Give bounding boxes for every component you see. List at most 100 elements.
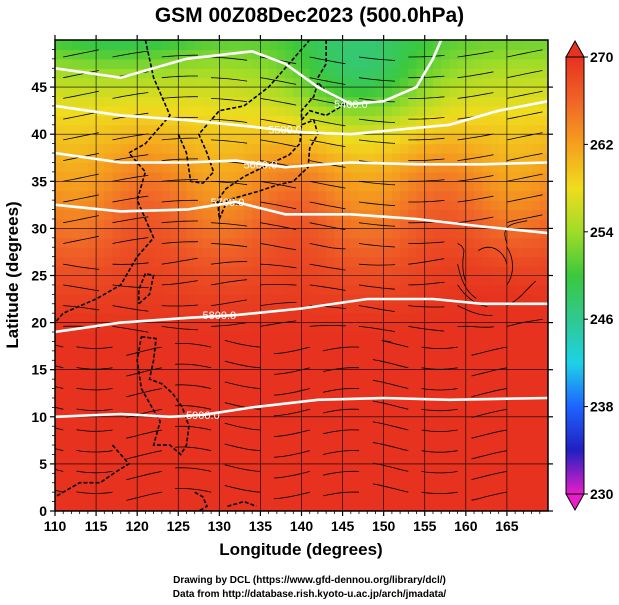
field-cell: [227, 454, 237, 465]
field-cell: [211, 313, 220, 324]
streamline: [274, 491, 310, 500]
x-axis: 110 115 120 125 130 135 140 145 150 155 160 165: [44, 35, 541, 534]
field-cell: [474, 445, 483, 456]
field-cell: [326, 68, 335, 79]
field-cell: [326, 190, 335, 201]
field-cell: [449, 190, 459, 201]
field-cell: [309, 360, 319, 371]
field-cell: [71, 341, 81, 352]
field-cell: [170, 341, 179, 352]
field-cell: [350, 463, 360, 474]
field-cell: [457, 313, 467, 324]
field-cell: [243, 473, 253, 484]
field-cell: [326, 153, 335, 164]
field-cell: [309, 332, 319, 343]
field-cell: [55, 153, 64, 164]
streamline: [457, 92, 494, 99]
field-cell: [285, 134, 294, 145]
field-cell: [104, 416, 114, 427]
field-cell: [128, 341, 138, 352]
field-cell: [326, 218, 335, 229]
field-cell: [194, 58, 204, 69]
field-cell: [120, 124, 130, 135]
field-cell: [506, 275, 516, 286]
field-cell: [441, 303, 450, 314]
field-cell: [285, 454, 294, 465]
field-cell: [186, 200, 196, 211]
field-cell: [137, 143, 146, 154]
field-cell: [317, 322, 327, 333]
streamline: [224, 422, 261, 431]
field-cell: [317, 181, 327, 192]
field-cell: [449, 115, 459, 126]
field-cell: [293, 313, 303, 324]
field-cell: [482, 209, 492, 220]
field-cell: [55, 275, 64, 286]
field-cell: [71, 360, 81, 371]
field-cell: [326, 322, 335, 333]
field-cell: [342, 492, 352, 503]
field-cell: [523, 96, 533, 107]
field-cell: [227, 228, 237, 239]
field-cell: [506, 87, 516, 98]
field-cell: [342, 181, 352, 192]
field-cell: [506, 463, 516, 474]
field-cell: [301, 435, 311, 446]
field-cell: [252, 501, 262, 511]
field-cell: [243, 218, 253, 229]
field-cell: [326, 501, 335, 511]
field-cell: [161, 228, 171, 239]
field-cell: [539, 209, 548, 220]
field-cell: [375, 303, 385, 314]
streamline: [309, 243, 346, 250]
field-cell: [474, 200, 483, 211]
field-cell: [186, 143, 196, 154]
field-cell: [498, 171, 508, 182]
field-cell: [55, 492, 64, 503]
field-cell: [301, 96, 311, 107]
field-cell: [383, 341, 393, 352]
field-cell: [243, 134, 253, 145]
field-cell: [539, 322, 548, 333]
streamline: [55, 386, 64, 389]
field-cell: [235, 68, 245, 79]
field-cell: [441, 407, 450, 418]
field-cell: [227, 416, 237, 427]
field-cell: [71, 237, 81, 248]
field-cell: [457, 473, 467, 484]
field-cell: [235, 332, 245, 343]
field-cell: [170, 369, 179, 380]
field-cell: [465, 473, 475, 484]
field-cell: [334, 332, 344, 343]
field-cell: [145, 341, 155, 352]
field-cell: [219, 87, 229, 98]
streamline: [471, 388, 507, 398]
field-cell: [515, 58, 524, 69]
field-cell: [498, 256, 508, 267]
field-cell: [342, 350, 352, 361]
field-cell: [285, 426, 294, 437]
field-cell: [252, 153, 262, 164]
x-tick-label: 140: [290, 518, 314, 534]
field-cell: [539, 445, 548, 456]
field-cell: [55, 332, 64, 343]
field-cell: [63, 153, 73, 164]
field-cell: [317, 134, 327, 145]
field-cell: [334, 190, 344, 201]
field-cell: [375, 68, 385, 79]
field-cell: [252, 284, 262, 295]
field-cell: [243, 124, 253, 135]
field-cell: [211, 143, 220, 154]
field-cell: [227, 96, 237, 107]
field-cell: [243, 266, 253, 277]
field-cell: [400, 228, 409, 239]
field-cell: [342, 40, 352, 51]
field-cell: [268, 40, 278, 51]
field-cell: [457, 49, 467, 60]
field-cell: [71, 482, 81, 493]
field-cell: [79, 284, 89, 295]
field-cell: [474, 454, 483, 465]
field-cell: [301, 388, 311, 399]
field-cell: [424, 463, 434, 474]
field-cell: [293, 40, 303, 51]
